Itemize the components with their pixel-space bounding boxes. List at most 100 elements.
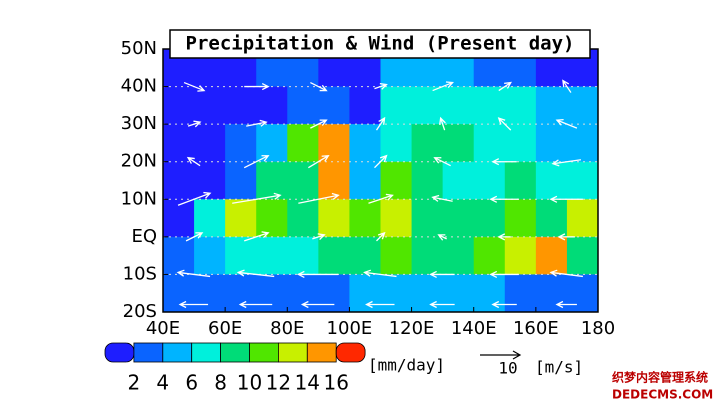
- watermark: DEDECMS.COM: [612, 388, 713, 402]
- x-tick-label: 180: [581, 318, 615, 339]
- precip-cell: [411, 274, 444, 313]
- precip-cell: [194, 199, 226, 238]
- precip-cell: [318, 199, 350, 238]
- wind-arrow: [232, 192, 282, 204]
- wind-arrow: [497, 117, 512, 131]
- colorbar-label: 4: [156, 371, 169, 395]
- wind-arrow: [375, 116, 386, 131]
- precip-cell: [442, 86, 475, 125]
- y-tick-label: 10N: [121, 188, 157, 209]
- precip-cell: [566, 124, 599, 163]
- precip-cell: [380, 274, 413, 313]
- precip-cell: [442, 124, 475, 163]
- y-tick-label: 10S: [123, 263, 157, 284]
- colorbar-swatch: [306, 342, 337, 363]
- precip-cell: [225, 274, 257, 313]
- precip-cell: [287, 86, 319, 125]
- y-tick-label: 30N: [121, 113, 157, 134]
- wind-arrow: [177, 191, 212, 206]
- precip-cell: [256, 124, 288, 163]
- precip-cell: [504, 86, 537, 125]
- wind-arrow: [549, 269, 584, 278]
- colorbar-label: 10: [237, 371, 262, 395]
- precip-cell: [411, 161, 444, 200]
- watermark: 织梦内容管理系统: [612, 370, 708, 385]
- wind-arrow: [308, 154, 330, 169]
- precip-cell: [225, 161, 257, 200]
- x-tick-label: 60E: [208, 318, 242, 339]
- x-tick-label: 100E: [327, 318, 373, 339]
- precip-field: [163, 49, 599, 313]
- y-tick-label: 20N: [121, 151, 157, 172]
- precip-cell: [256, 199, 288, 238]
- precip-cell: [442, 161, 475, 200]
- colorbar-swatch: [133, 342, 164, 363]
- precip-cell: [566, 161, 599, 200]
- colorbar-swatch: [162, 342, 193, 363]
- precip-cell: [225, 236, 257, 275]
- wind-arrow: [246, 119, 268, 127]
- precip-cell: [535, 199, 568, 238]
- precip-cell: [349, 86, 381, 125]
- precip-cell: [473, 161, 506, 200]
- y-tick-label: 50N: [121, 38, 157, 59]
- axes: 20S 10S EQ 10N 20N 30N 40N 50N 40E 60E 80E 100E 120E…: [121, 38, 616, 339]
- wind-arrow: [187, 120, 202, 128]
- wind-arrow: [555, 118, 578, 129]
- y-tick-label: EQ: [131, 226, 157, 247]
- colorbar-swatch: [335, 342, 366, 363]
- precip-cell: [566, 274, 599, 313]
- precip-cell: [163, 274, 195, 313]
- wind-arrow: [491, 158, 517, 166]
- colorbar-label: 8: [214, 371, 227, 395]
- precip-cell: [256, 161, 288, 200]
- wind-arrow: [439, 116, 446, 131]
- wind-arrow: [562, 79, 572, 93]
- y-tick-label: 20S: [123, 301, 157, 322]
- colorbar-label: 14: [295, 371, 320, 395]
- precip-cell: [411, 124, 444, 163]
- wind-arrow: [557, 233, 575, 241]
- precip-cell: [194, 236, 226, 275]
- wind-arrow: [374, 154, 388, 169]
- precip-cell: [504, 124, 537, 163]
- precip-cell: [225, 86, 257, 125]
- wind-arrow: [489, 195, 519, 203]
- wind-arrow: [498, 81, 512, 92]
- wind-arrow: [238, 300, 273, 309]
- colorbar-label: 6: [185, 371, 198, 395]
- colorbar-label: 12: [266, 371, 291, 395]
- wind-arrow: [176, 269, 211, 278]
- precip-cell: [318, 274, 350, 313]
- colorbar-swatch: [191, 342, 221, 363]
- wind-arrow: [300, 300, 335, 309]
- precip-cell: [318, 236, 350, 275]
- colorbar-swatch: [277, 342, 308, 363]
- x-tick-label: 120E: [389, 318, 435, 339]
- colorbar-unit: [mm/day]: [368, 356, 445, 375]
- precip-cell: [411, 199, 444, 238]
- precip-cell: [349, 161, 381, 200]
- precip-cell: [411, 86, 444, 125]
- wind-arrow: [298, 192, 340, 204]
- precip-cell: [349, 274, 381, 313]
- colorbar-swatch: [220, 342, 250, 363]
- precip-cell: [194, 274, 226, 313]
- precip-cell: [287, 161, 319, 200]
- wind-arrow: [374, 82, 388, 90]
- precip-cell: [442, 236, 475, 275]
- colorbar-label: 2: [128, 371, 141, 395]
- wind-arrow: [431, 194, 453, 202]
- precip-cell: [287, 236, 319, 275]
- x-tick-label: 160E: [513, 318, 559, 339]
- precip-cell: [411, 236, 444, 275]
- wind-arrow: [185, 232, 204, 242]
- wind-arrow: [491, 300, 517, 309]
- precip-cell: [473, 124, 506, 163]
- precip-cell: [504, 274, 537, 313]
- precip-cell: [256, 274, 288, 313]
- wind-arrow: [244, 231, 270, 242]
- wind-arrow: [310, 119, 328, 129]
- precip-cell: [163, 236, 195, 275]
- precip-cell: [256, 86, 288, 125]
